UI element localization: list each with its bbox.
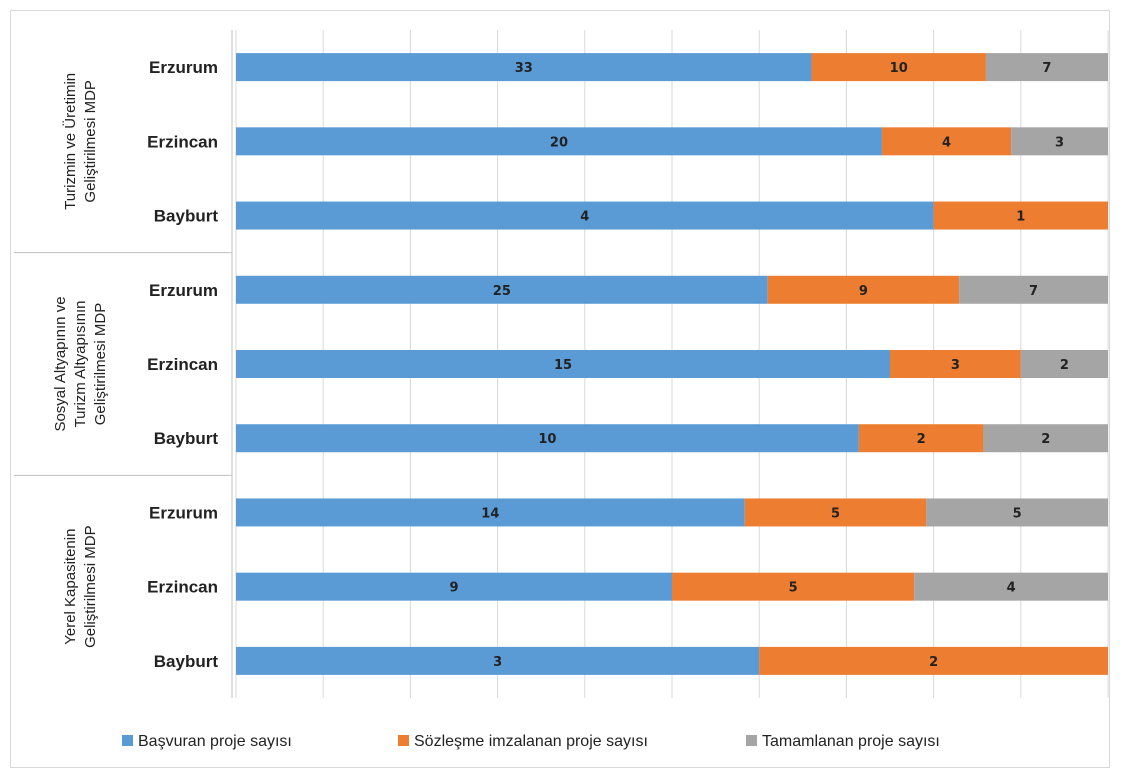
bar-segment (236, 275, 768, 304)
data-label: 9 (859, 284, 868, 299)
data-label: 20 (550, 135, 568, 150)
bar-segment (926, 498, 1108, 527)
bar-segment (759, 646, 1108, 675)
bar-segment (767, 275, 960, 304)
category-label: Erzincan (147, 578, 218, 597)
bars: 33 10 720 4 34 125 9 715 3 210 2 214 5 59 5 43 2 (236, 53, 1108, 675)
bar-segment (858, 424, 984, 453)
legend-swatch (122, 735, 133, 746)
bar-segment (985, 53, 1108, 82)
data-label: 5 (789, 581, 798, 596)
bar-segment (236, 646, 760, 675)
category-label: Erzurum (149, 281, 218, 300)
bar-segment (959, 275, 1108, 304)
data-label: 33 (515, 61, 533, 76)
category-label: Erzurum (149, 503, 218, 522)
data-label: 7 (1042, 61, 1051, 76)
bar-segment (744, 498, 927, 527)
bar-segment (236, 53, 812, 82)
data-label: 3 (493, 655, 502, 670)
group-label: Yerel Kapasitenin Geliştirilmesi MDP (62, 525, 99, 648)
data-label: 1 (1016, 210, 1025, 225)
bar-segment (890, 350, 1021, 378)
bar-segment (914, 572, 1108, 601)
category-label: Bayburt (154, 207, 219, 226)
data-label: 4 (580, 210, 589, 225)
legend-label: Başvuran proje sayısı (138, 733, 292, 750)
data-label: 5 (1013, 506, 1022, 521)
data-label: 14 (481, 506, 499, 521)
data-label: 4 (942, 135, 951, 150)
bar-segment (236, 498, 745, 527)
data-label: 7 (1029, 284, 1038, 299)
category-label: Erzincan (147, 355, 218, 374)
group-labels: Turizmin ve Üretimin Geliştirilmesi MDP So… (14, 30, 233, 698)
bar-segment (236, 572, 672, 601)
data-label: 2 (1041, 432, 1050, 447)
group-label: Sosyal Altyapının ve Turizm Altyapısının G… (52, 296, 109, 431)
data-label: 5 (831, 506, 840, 521)
category-label: Bayburt (154, 652, 219, 671)
bar-segment (1020, 350, 1108, 378)
data-label: 2 (929, 655, 938, 670)
legend-label: Tamamlanan proje sayısı (762, 733, 940, 750)
data-label: 4 (1007, 581, 1016, 596)
bar-segment (983, 424, 1108, 453)
category-labels: Erzurum Erzincan Bayburt Erzurum Erzincan Bay… (147, 58, 218, 671)
bar-segment (933, 201, 1108, 230)
data-label: 25 (493, 284, 511, 299)
data-label: 2 (917, 432, 926, 447)
category-label: Erzurum (149, 58, 218, 77)
data-label: 3 (1055, 135, 1064, 150)
legend: Başvuran proje sayısı Sözleşme imzalanan … (122, 733, 940, 750)
data-label: 10 (890, 61, 908, 76)
data-label: 15 (554, 358, 572, 373)
bar-segment (236, 127, 882, 156)
bar-segment (236, 424, 859, 453)
bar-segment (672, 572, 915, 601)
data-label: 2 (1060, 358, 1069, 373)
legend-swatch (746, 735, 757, 746)
bar-segment (881, 127, 1012, 156)
legend-swatch (398, 735, 409, 746)
legend-label: Sözleşme imzalanan proje sayısı (414, 733, 648, 750)
category-label: Erzincan (147, 132, 218, 151)
data-label: 9 (449, 581, 458, 596)
bar-segment (236, 201, 934, 230)
bar-segment (236, 350, 890, 378)
data-label: 3 (951, 358, 960, 373)
bar-segment (811, 53, 986, 82)
group-label: Turizmin ve Üretimin Geliştirilmesi MDP (61, 73, 99, 210)
data-label: 10 (538, 432, 556, 447)
category-label: Bayburt (154, 429, 219, 448)
chart-frame (10, 10, 1110, 768)
bar-segment (1011, 127, 1108, 156)
